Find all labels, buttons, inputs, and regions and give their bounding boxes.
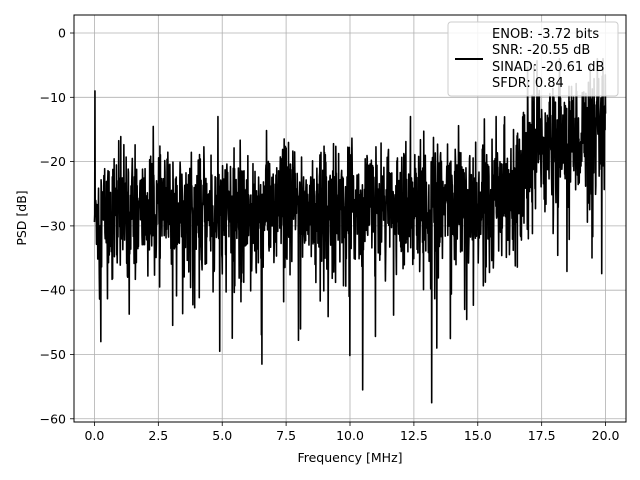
y-tick-label: 0 <box>58 26 66 41</box>
y-axis-label: PSD [dB] <box>14 190 29 245</box>
x-tick-label: 5.0 <box>212 428 232 443</box>
x-tick-label: 20.0 <box>592 428 620 443</box>
legend-line-snr: SNR: -20.55 dB <box>492 43 590 58</box>
legend-line-sinad: SINAD: -20.61 dB <box>492 60 604 75</box>
y-axis-ticks: 0 −10 −20 −30 −40 −50 −60 <box>40 26 74 426</box>
x-tick-label: 0.0 <box>84 428 104 443</box>
x-tick-label: 10.0 <box>336 428 364 443</box>
x-tick-label: 15.0 <box>464 428 492 443</box>
x-tick-label: 7.5 <box>276 428 296 443</box>
x-tick-label: 17.5 <box>528 428 556 443</box>
y-tick-label: −20 <box>40 154 66 169</box>
y-tick-label: −40 <box>40 283 66 298</box>
x-axis-label: Frequency [MHz] <box>297 450 402 465</box>
y-tick-label: −50 <box>40 347 66 362</box>
y-tick-label: −10 <box>40 90 66 105</box>
psd-series-line <box>93 57 607 404</box>
legend-line-enob: ENOB: -3.72 bits <box>492 27 599 42</box>
x-tick-label: 2.5 <box>148 428 168 443</box>
legend-box <box>447 21 619 97</box>
y-tick-label: −60 <box>40 411 66 426</box>
legend-line-sfdr: SFDR: 0.84 <box>492 76 564 91</box>
x-tick-label: 12.5 <box>400 428 428 443</box>
y-tick-label: −30 <box>40 218 66 233</box>
legend: ENOB: -3.72 bits SNR: -20.55 dB SINAD: -… <box>447 21 619 97</box>
x-axis-ticks: 0.0 2.5 5.0 7.5 10.0 12.5 15.0 17.5 20.0 <box>84 422 620 443</box>
